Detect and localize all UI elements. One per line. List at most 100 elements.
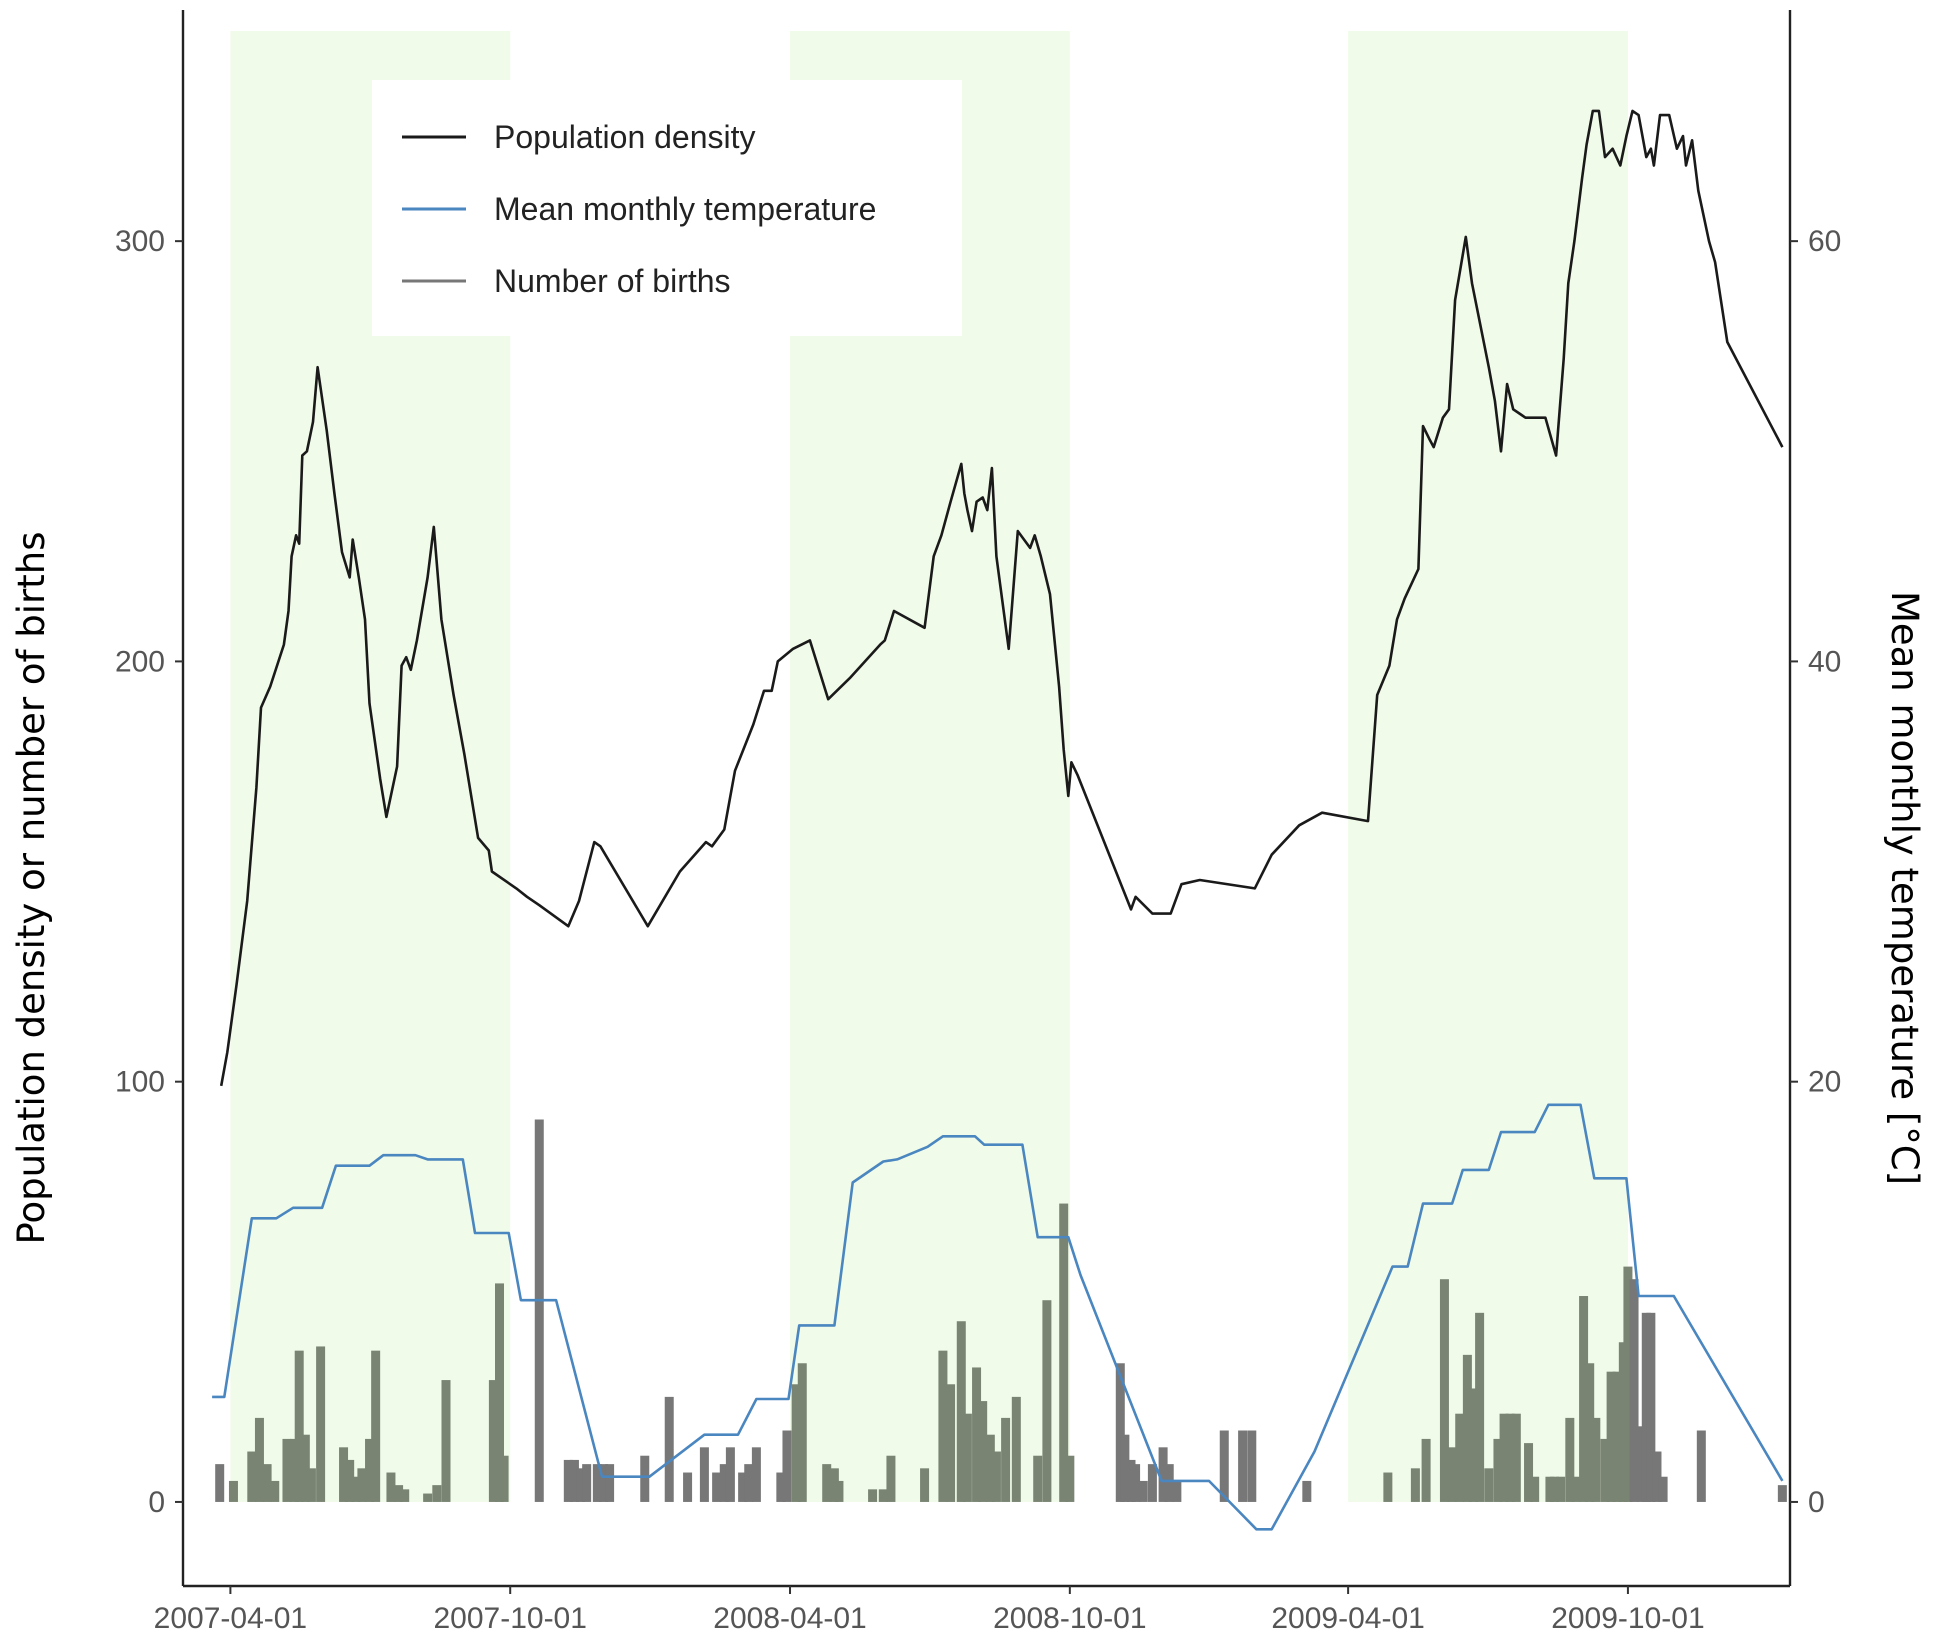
y2-tick-label: 0 <box>1808 1486 1825 1519</box>
birth-bar-116 <box>1646 1312 1656 1502</box>
birth-bar-60 <box>962 1413 972 1502</box>
legend-label-3: Number of births <box>494 263 731 299</box>
birth-bar-66 <box>1011 1396 1021 1502</box>
legend-background <box>372 80 962 336</box>
birth-bar-78 <box>1164 1464 1174 1502</box>
birth-bar-64 <box>991 1451 1001 1502</box>
y2-tick-label: 60 <box>1808 225 1841 258</box>
birth-bar-87 <box>1439 1279 1449 1502</box>
birth-bar-58 <box>946 1384 956 1502</box>
birth-bar-71 <box>1115 1363 1125 1502</box>
birth-bar-31 <box>576 1468 586 1502</box>
birth-bar-53 <box>868 1489 878 1502</box>
y-tick-label: 100 <box>115 1066 165 1099</box>
tick-labels: 0 100 200 300 0 20 40 60 2007-04-01 2007-10-01 200… <box>115 225 1841 1635</box>
birth-bar-29 <box>563 1459 573 1502</box>
birth-bar-70 <box>1065 1455 1075 1502</box>
birth-bar-113 <box>1629 1279 1639 1502</box>
legend: Population density Mean monthly temperatu… <box>402 119 876 299</box>
birth-bar-94 <box>1493 1438 1503 1502</box>
birth-bar-42 <box>725 1447 735 1502</box>
birth-bar-33 <box>592 1464 602 1502</box>
birth-bar-23 <box>432 1485 442 1502</box>
birth-bar-34 <box>598 1464 608 1502</box>
birth-bar-86 <box>1421 1438 1431 1502</box>
birth-bar-32 <box>582 1464 592 1502</box>
birth-bar-48 <box>791 1384 801 1502</box>
birth-bar-11 <box>306 1468 316 1502</box>
birth-bar-62 <box>978 1401 988 1502</box>
birth-bar-77 <box>1158 1447 1168 1502</box>
birth-bar-80 <box>1219 1430 1229 1502</box>
birth-bar-25 <box>488 1380 498 1502</box>
birth-bar-41 <box>719 1464 729 1502</box>
birth-bar-100 <box>1545 1476 1555 1502</box>
birth-bar-107 <box>1591 1417 1601 1502</box>
y2-tick-label: 20 <box>1808 1066 1841 1099</box>
birth-bar-39 <box>699 1447 709 1502</box>
birth-bar-108 <box>1600 1438 1610 1502</box>
birth-bar-120 <box>1777 1485 1787 1502</box>
birth-bar-93 <box>1484 1468 1494 1502</box>
birth-bar-67 <box>1033 1455 1043 1502</box>
birth-bar-8 <box>290 1438 300 1502</box>
birth-bar-89 <box>1455 1413 1465 1502</box>
birth-bar-20 <box>394 1485 404 1502</box>
y2-tick-label: 40 <box>1808 645 1841 678</box>
birth-bar-103 <box>1565 1417 1575 1502</box>
birth-bar-46 <box>776 1472 786 1502</box>
y-axis-title: Population density or number of births <box>10 532 53 1245</box>
birth-bar-72 <box>1120 1434 1130 1502</box>
temperature-line <box>212 1103 1784 1531</box>
birth-bar-45 <box>751 1447 761 1502</box>
x-tick-label: 2009-10-01 <box>1551 1602 1704 1635</box>
birth-bar-119 <box>1696 1430 1706 1502</box>
y2-axis-title: Mean monthly temperature [°C] <box>1883 591 1926 1185</box>
birth-bar-73 <box>1126 1459 1136 1502</box>
birth-bar-15 <box>351 1476 361 1502</box>
birth-bar-3 <box>247 1451 257 1502</box>
birth-bar-14 <box>345 1459 355 1502</box>
birth-bar-65 <box>1001 1417 1011 1502</box>
birth-bar-88 <box>1447 1447 1457 1502</box>
axes <box>175 10 1798 1594</box>
x-tick-label: 2008-04-01 <box>713 1602 866 1635</box>
birth-bar-117 <box>1652 1451 1662 1502</box>
birth-bar-114 <box>1637 1426 1647 1502</box>
birth-bar-47 <box>782 1430 792 1502</box>
birth-bar-68 <box>1042 1300 1052 1502</box>
birth-bar-9 <box>294 1350 304 1502</box>
y-tick-label: 200 <box>115 645 165 678</box>
birth-bar-57 <box>938 1350 948 1502</box>
birth-bar-1 <box>215 1464 225 1502</box>
birth-bar-109 <box>1606 1371 1616 1502</box>
birth-bar-51 <box>829 1468 839 1502</box>
birth-bar-105 <box>1579 1296 1589 1502</box>
birth-bar-96 <box>1505 1413 1515 1502</box>
birth-bar-28 <box>534 1119 544 1502</box>
birth-bar-82 <box>1247 1430 1257 1502</box>
birth-bar-2 <box>228 1480 238 1502</box>
birth-bar-110 <box>1612 1371 1622 1502</box>
birth-bar-95 <box>1499 1413 1509 1502</box>
birth-bar-98 <box>1524 1443 1534 1502</box>
birth-bar-27 <box>499 1455 509 1502</box>
birth-bar-24 <box>441 1380 451 1502</box>
birth-bar-115 <box>1641 1312 1651 1502</box>
birth-bar-56 <box>920 1468 930 1502</box>
birth-bar-22 <box>423 1493 433 1502</box>
birth-bar-18 <box>371 1350 381 1502</box>
birth-bar-12 <box>316 1346 326 1502</box>
birth-bar-7 <box>282 1438 292 1502</box>
birth-bar-6 <box>270 1480 280 1502</box>
birth-bar-35 <box>605 1464 615 1502</box>
birth-bar-79 <box>1172 1480 1182 1502</box>
x-tick-label: 2009-04-01 <box>1271 1602 1424 1635</box>
legend-label-2: Mean monthly temperature <box>494 191 876 227</box>
birth-bar-118 <box>1658 1476 1668 1502</box>
birth-bar-36 <box>640 1455 650 1502</box>
birth-bar-83 <box>1302 1480 1312 1502</box>
birth-bar-112 <box>1623 1266 1633 1502</box>
x-tick-label: 2007-10-01 <box>433 1602 586 1635</box>
